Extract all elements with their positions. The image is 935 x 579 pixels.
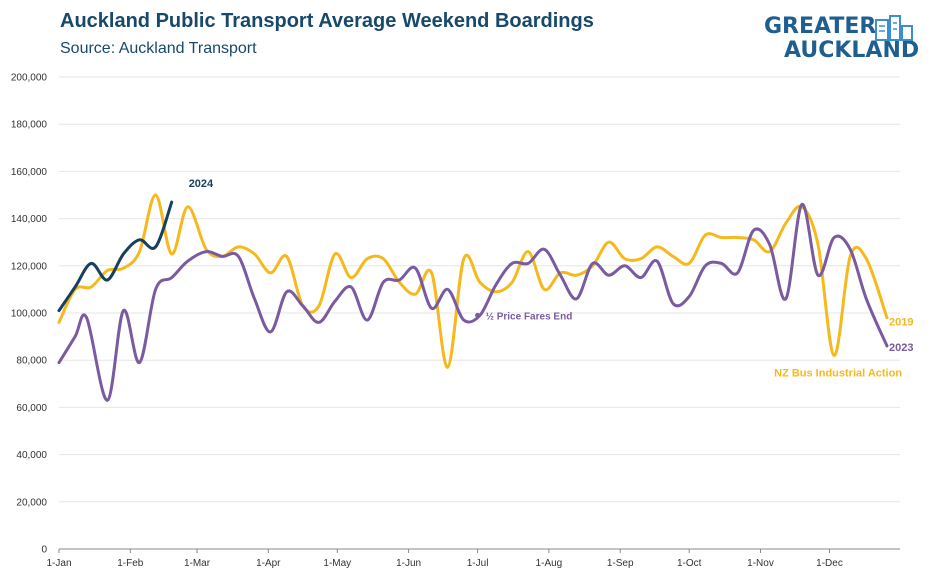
annotation-label: ½ Price Fares End bbox=[486, 311, 573, 322]
series-line-2019 bbox=[57, 193, 889, 369]
y-tick-label: 20,000 bbox=[16, 497, 47, 508]
y-tick-label: 200,000 bbox=[11, 73, 48, 84]
y-tick-label: 140,000 bbox=[11, 214, 48, 225]
gridlines bbox=[59, 76, 900, 503]
series-line-2024 bbox=[57, 200, 174, 313]
y-tick-label: 0 bbox=[41, 545, 47, 556]
series-labels: 2019 2023 2024 bbox=[189, 178, 914, 354]
chart-subtitle: Source: Auckland Transport bbox=[60, 40, 257, 57]
x-tick-label: 1-Aug bbox=[536, 558, 563, 569]
x-tick-label: 1-Jan bbox=[46, 558, 71, 569]
x-tick-label: 1-Oct bbox=[677, 558, 702, 569]
x-tick-label: 1-Sep bbox=[607, 558, 634, 569]
annotation-marker bbox=[475, 312, 481, 318]
x-axis: 1-Jan 1-Feb 1-Mar 1-Apr 1-May 1-Jun 1-Jul 1-Aug… bbox=[46, 548, 900, 569]
x-tick-label: 1-Dec bbox=[816, 558, 843, 569]
series-label-2019: 2019 bbox=[889, 317, 913, 329]
y-tick-label: 180,000 bbox=[11, 120, 48, 131]
series-label-2023: 2023 bbox=[889, 342, 913, 354]
y-tick-label: 120,000 bbox=[11, 261, 48, 272]
logo-line-1: GREATER bbox=[764, 14, 877, 39]
y-tick-label: 40,000 bbox=[16, 450, 47, 461]
x-tick-label: 1-May bbox=[323, 558, 351, 569]
y-tick-label: 80,000 bbox=[16, 356, 47, 367]
y-tick-label: 100,000 bbox=[11, 309, 48, 320]
x-tick-label: 1-Apr bbox=[256, 558, 281, 569]
series-line-2023 bbox=[57, 202, 889, 402]
y-axis: 0 20,000 40,000 60,000 80,000 100,000 120,000 1… bbox=[11, 73, 48, 556]
x-tick-label: 1-Nov bbox=[747, 558, 774, 569]
greater-auckland-logo: GREATER AUCKLAND bbox=[764, 14, 922, 66]
x-tick-label: 1-Jul bbox=[467, 558, 489, 569]
building-icon bbox=[875, 15, 913, 41]
x-tick-label: 1-Jun bbox=[396, 558, 421, 569]
annotation-label: NZ Bus Industrial Action bbox=[774, 368, 902, 380]
annotations: ½ Price Fares End NZ Bus Industrial Actio… bbox=[475, 311, 902, 380]
logo-line-2: AUCKLAND bbox=[784, 38, 920, 63]
x-tick-label: 1-Mar bbox=[184, 558, 211, 569]
series-label-2024: 2024 bbox=[189, 178, 214, 190]
y-tick-label: 60,000 bbox=[16, 403, 47, 414]
x-tick-label: 1-Feb bbox=[117, 558, 144, 569]
chart-title: Auckland Public Transport Average Weeken… bbox=[60, 10, 594, 32]
series-lines bbox=[57, 193, 889, 402]
y-tick-label: 160,000 bbox=[11, 167, 48, 178]
